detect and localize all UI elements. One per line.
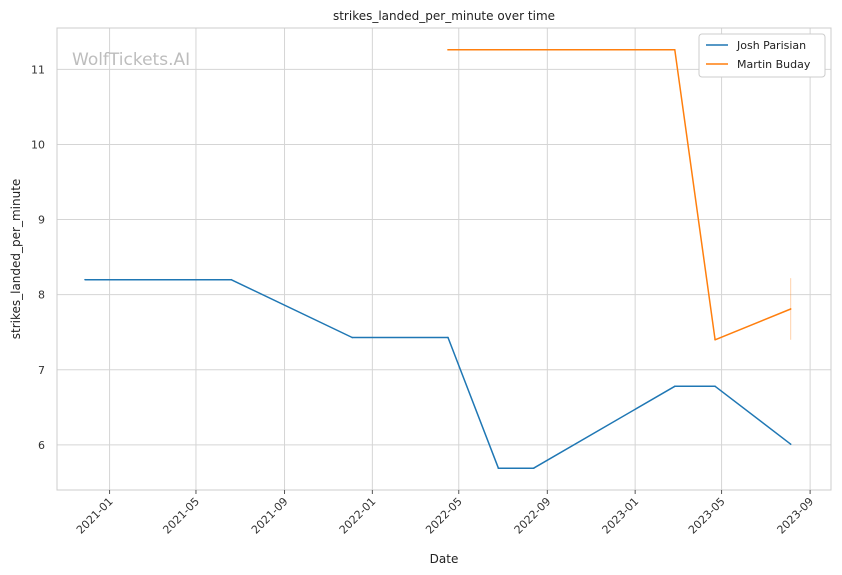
data-point-josh-parisian (789, 443, 792, 445)
x-axis-title: Date (430, 552, 459, 566)
data-point-josh-parisian (497, 467, 500, 470)
data-point-martin-buday (447, 48, 449, 51)
plot-area-frame (56, 27, 832, 491)
chart-title: strikes_landed_per_minute over time (333, 9, 555, 23)
watermark: WolfTickets.AI (72, 50, 190, 70)
legend: Josh Parisian Martin Buday (698, 33, 826, 78)
y-tick-label: 8 (38, 289, 45, 302)
y-tick-label: 6 (38, 439, 45, 452)
x-gridlines (109, 28, 811, 490)
y-axis-title: strikes_landed_per_minute (9, 179, 23, 340)
legend-box (698, 33, 826, 78)
legend-label-josh-parisian: Josh Parisian (736, 39, 806, 52)
data-point-josh-parisian (230, 278, 233, 281)
y-tick-label: 11 (31, 63, 45, 76)
y-tick-label: 9 (38, 214, 45, 227)
data-point-josh-parisian (673, 385, 676, 388)
data-point-martin-buday (673, 48, 676, 51)
data-point-josh-parisian (532, 467, 535, 470)
data-point-josh-parisian (84, 278, 86, 281)
legend-label-martin-buday: Martin Buday (737, 58, 811, 71)
y-tick-label: 7 (38, 364, 45, 377)
data-point-martin-buday (789, 308, 792, 310)
series-line-martin-buday (448, 49, 791, 341)
data-point-martin-buday (714, 338, 716, 341)
y-tick-label: 10 (31, 138, 45, 151)
data-point-josh-parisian (714, 385, 716, 388)
series-layer (84, 48, 792, 470)
data-point-josh-parisian (447, 336, 449, 339)
y-axis-ticks: 6 7 8 9 10 11 (31, 63, 45, 452)
data-point-josh-parisian (351, 336, 354, 339)
